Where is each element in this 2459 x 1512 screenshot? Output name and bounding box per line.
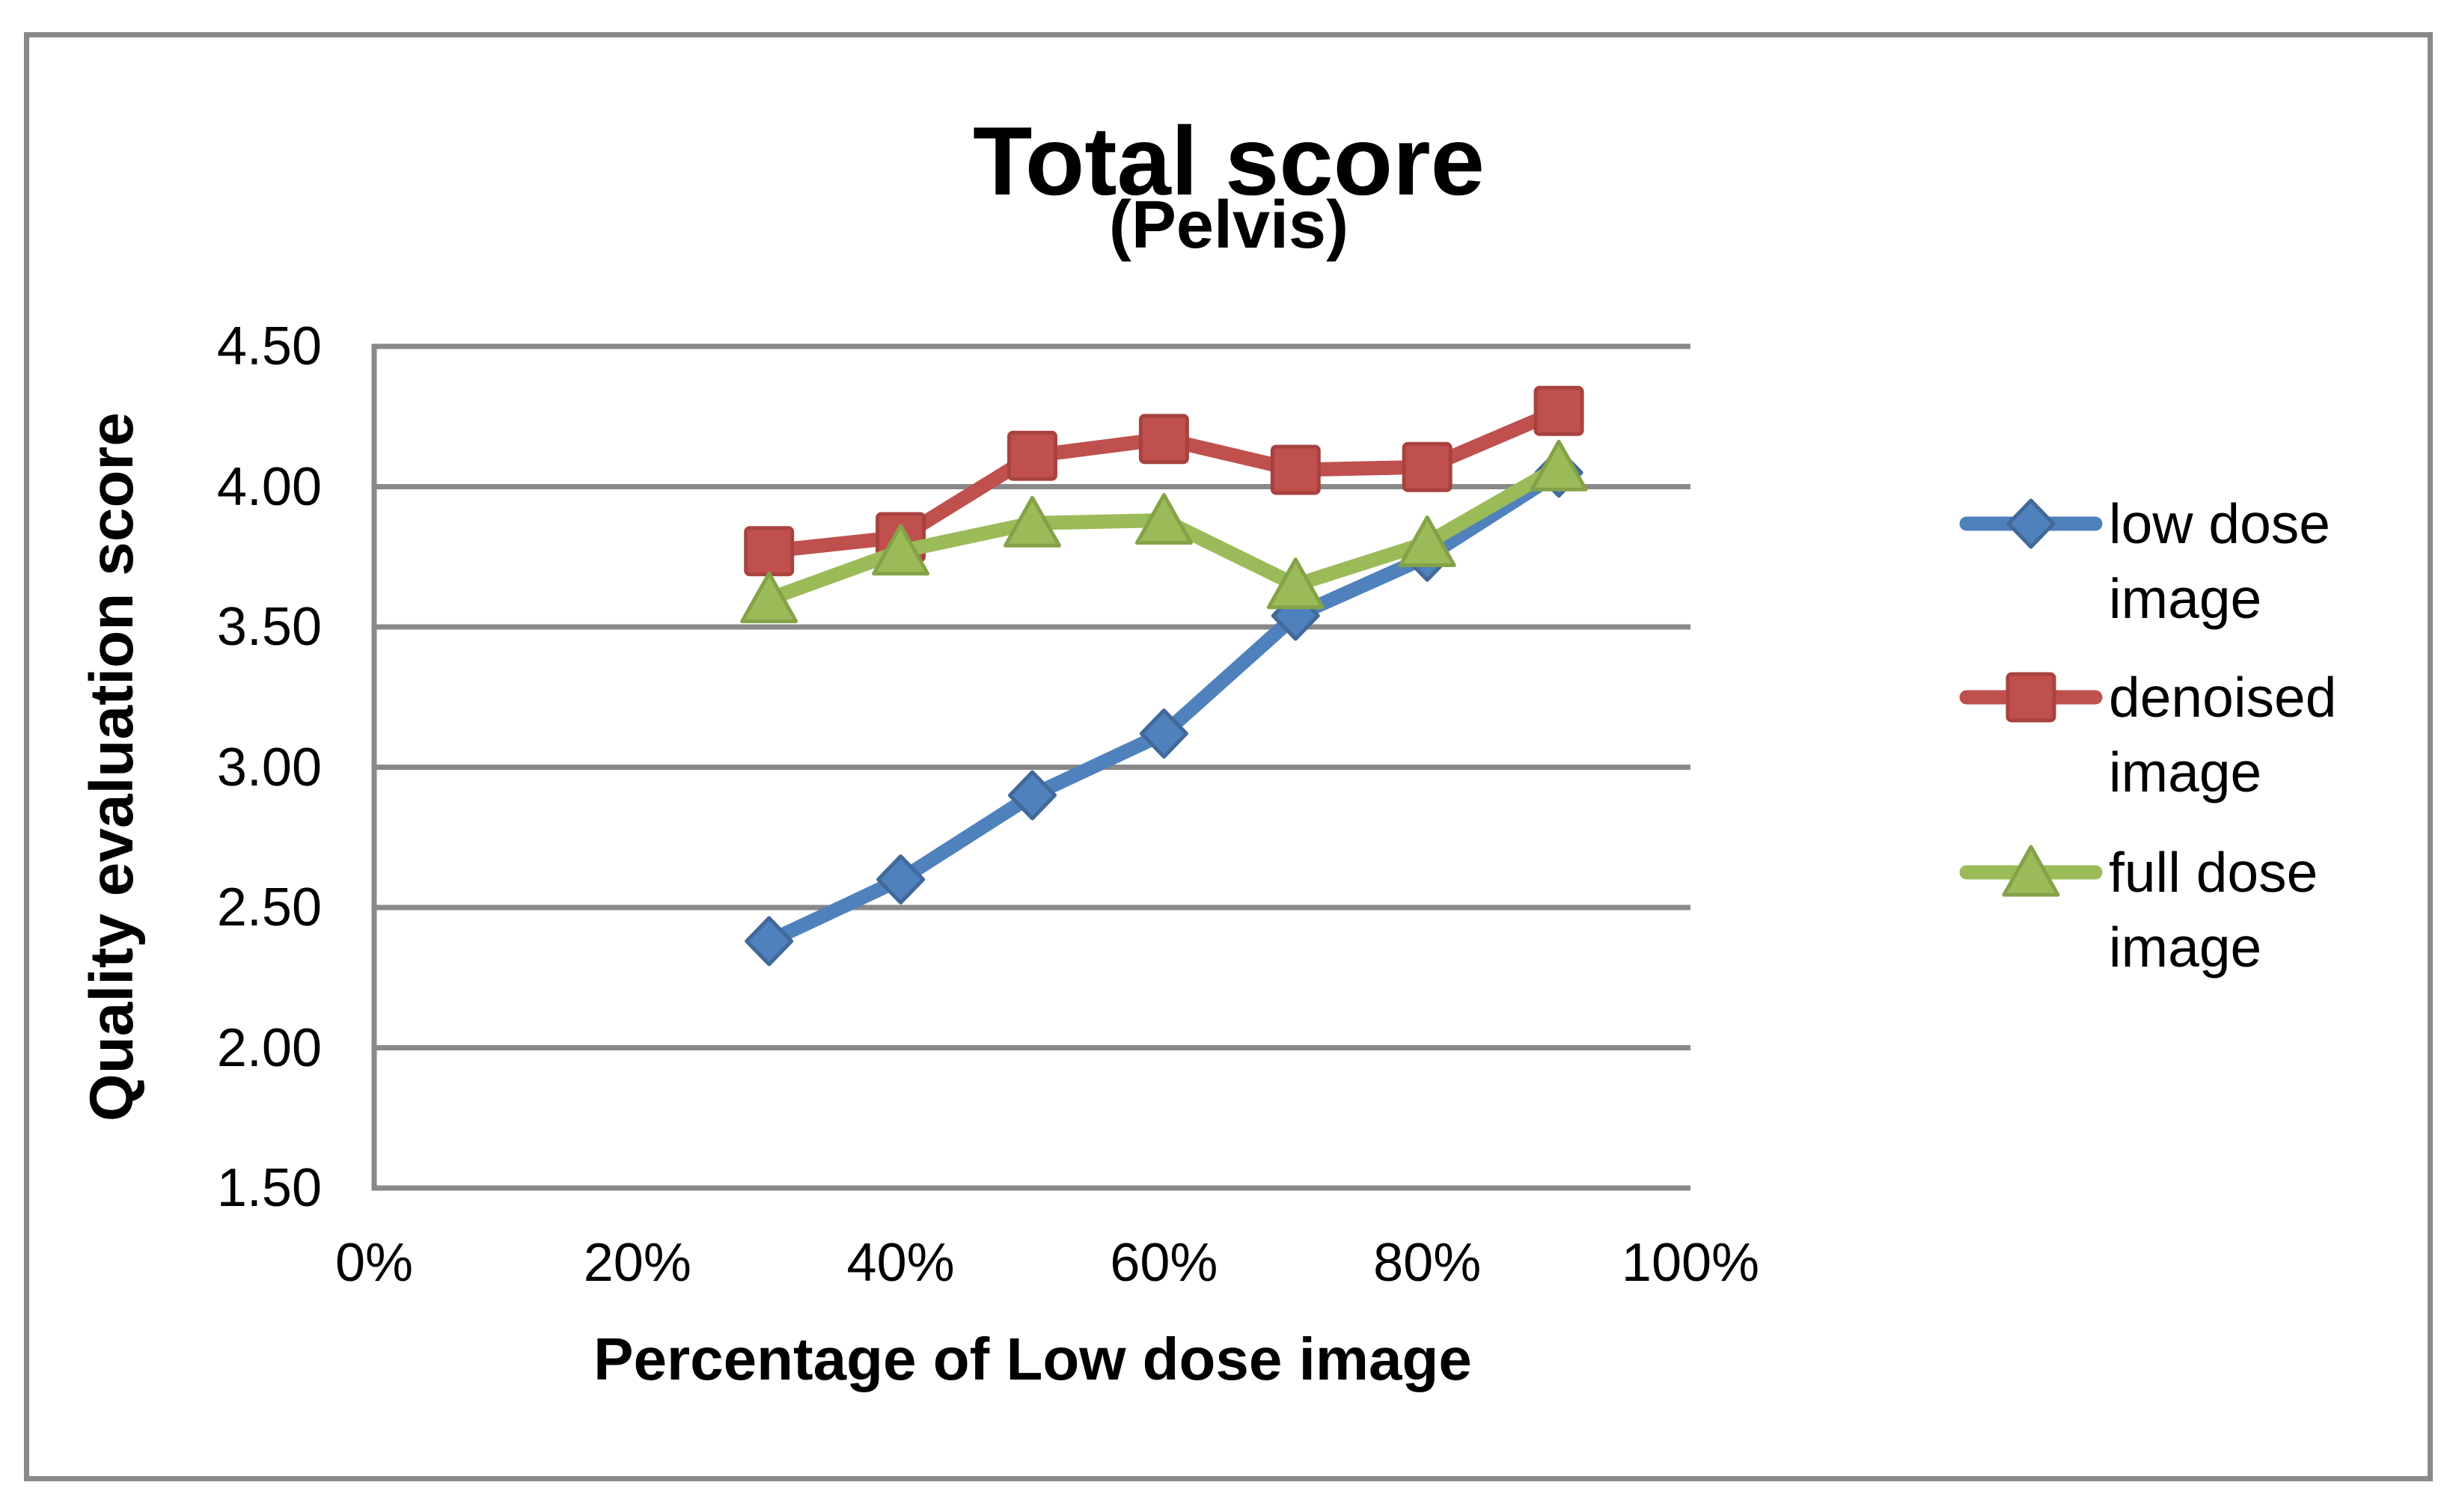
y-tick-label: 2.50 xyxy=(216,878,322,937)
legend-swatch-triangle xyxy=(1959,845,2103,897)
triangle-marker xyxy=(2002,845,2060,897)
chart-title: Total score xyxy=(973,106,1485,215)
square-marker xyxy=(2006,672,2056,723)
square-marker xyxy=(1270,444,1321,495)
y-tick-label: 2.00 xyxy=(216,1017,322,1078)
x-axis-title: Percentage of Low dose image xyxy=(593,1326,1472,1392)
x-tick-label: 100% xyxy=(1621,1233,1760,1293)
legend-item-label: full dose image xyxy=(2109,841,2318,979)
triangle-marker xyxy=(1266,557,1325,610)
legend-item-label: denoised image xyxy=(2109,666,2337,804)
chart-border xyxy=(24,32,2433,1481)
chart-subtitle: (Pelvis) xyxy=(1108,188,1349,263)
diamond-marker xyxy=(2006,498,2056,549)
diamond-marker xyxy=(1139,708,1188,759)
x-tick-label: 20% xyxy=(583,1233,691,1293)
square-marker xyxy=(1402,441,1453,492)
legend-item-label: low dose image xyxy=(2109,492,2331,630)
y-tick-label: 1.50 xyxy=(216,1158,322,1218)
y-tick-label: 4.50 xyxy=(216,316,322,376)
y-tick-label: 3.50 xyxy=(216,597,322,657)
triangle-marker xyxy=(1004,495,1061,548)
gridlines xyxy=(372,343,1690,1050)
x-tick-label: 0% xyxy=(335,1233,414,1293)
square-marker xyxy=(1533,385,1584,436)
square-marker xyxy=(744,526,795,577)
x-tick-label: 60% xyxy=(1110,1233,1218,1293)
y-tick-label: 3.00 xyxy=(216,737,322,798)
x-tick-label: 40% xyxy=(846,1233,955,1293)
triangle-marker xyxy=(1530,439,1588,492)
triangle-marker xyxy=(872,524,930,576)
square-marker xyxy=(1007,430,1057,481)
axis-lines xyxy=(371,344,1690,1191)
diamond-marker xyxy=(745,916,794,967)
legend-swatch-diamond xyxy=(1959,498,2103,549)
triangle-marker xyxy=(1398,515,1456,567)
x-tick-label: 80% xyxy=(1373,1233,1482,1293)
legend-swatch-square xyxy=(1959,672,2103,723)
series-full-dose-image xyxy=(740,439,1588,623)
series-layer xyxy=(740,385,1588,967)
triangle-marker xyxy=(1134,493,1193,545)
diamond-marker xyxy=(876,854,926,905)
triangle-marker xyxy=(740,572,798,623)
square-marker xyxy=(1138,414,1189,465)
diamond-marker xyxy=(1008,770,1057,821)
y-tick-label: 4.00 xyxy=(216,456,322,517)
